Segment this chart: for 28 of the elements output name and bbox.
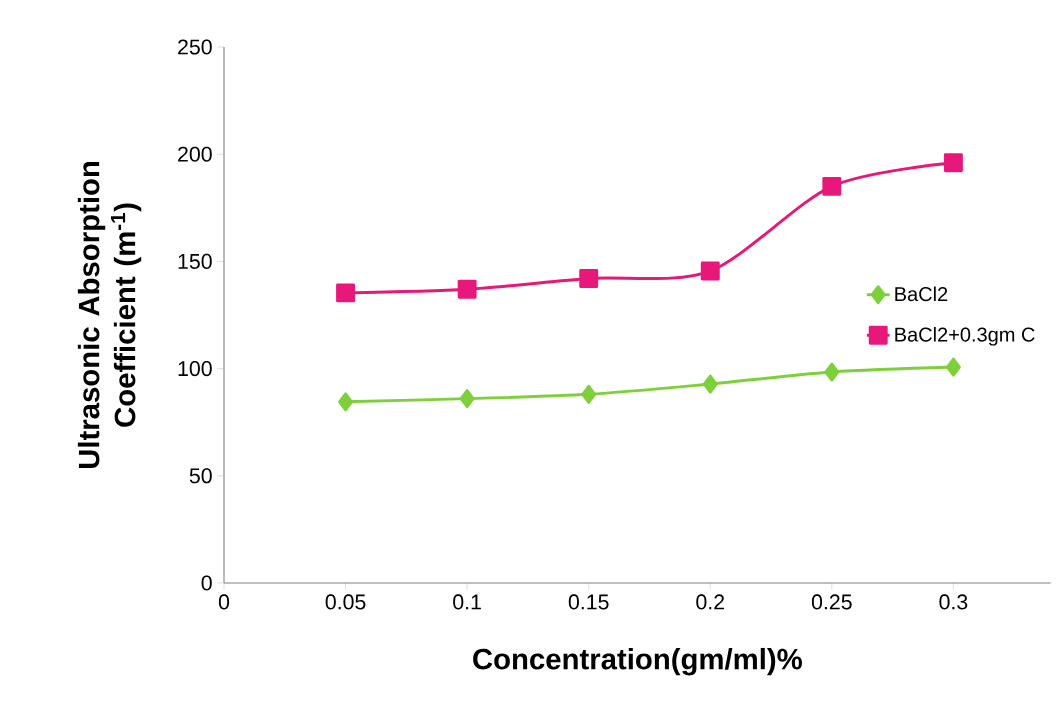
point: [945, 357, 961, 377]
point: [824, 362, 840, 382]
x-tick-label: 0.05: [325, 594, 366, 610]
y-tick-label: 50: [189, 468, 212, 484]
legend-label: BaCl2+0.3gm C: [895, 326, 1035, 346]
y-tick-label: 200: [178, 146, 212, 162]
point: [579, 269, 599, 289]
point: [700, 261, 720, 281]
point: [459, 389, 475, 409]
point: [338, 392, 354, 412]
y-tick-label: 100: [178, 361, 212, 377]
point: [822, 176, 842, 196]
x-tick-label: 0.15: [568, 594, 609, 610]
point: [581, 384, 597, 404]
x-tick-label: 0.2: [696, 594, 725, 610]
x-tick-label: 0.3: [939, 594, 968, 610]
x-axis-title: Concentration(gm/ml)%: [473, 647, 802, 676]
x-tick-label: 0.1: [453, 594, 481, 610]
point: [336, 283, 356, 303]
point: [943, 153, 963, 173]
x-tick-label: 0.25: [811, 594, 852, 610]
legend-label: BaCl2: [895, 286, 948, 302]
y-tick-label: 150: [178, 253, 212, 269]
point: [457, 279, 477, 299]
y-tick-label: 250: [178, 39, 212, 55]
point: [702, 374, 718, 394]
x-tick-label: 0: [218, 594, 230, 610]
y-tick-label: 0: [201, 575, 212, 591]
